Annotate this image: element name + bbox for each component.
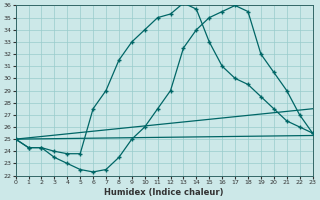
X-axis label: Humidex (Indice chaleur): Humidex (Indice chaleur): [104, 188, 224, 197]
